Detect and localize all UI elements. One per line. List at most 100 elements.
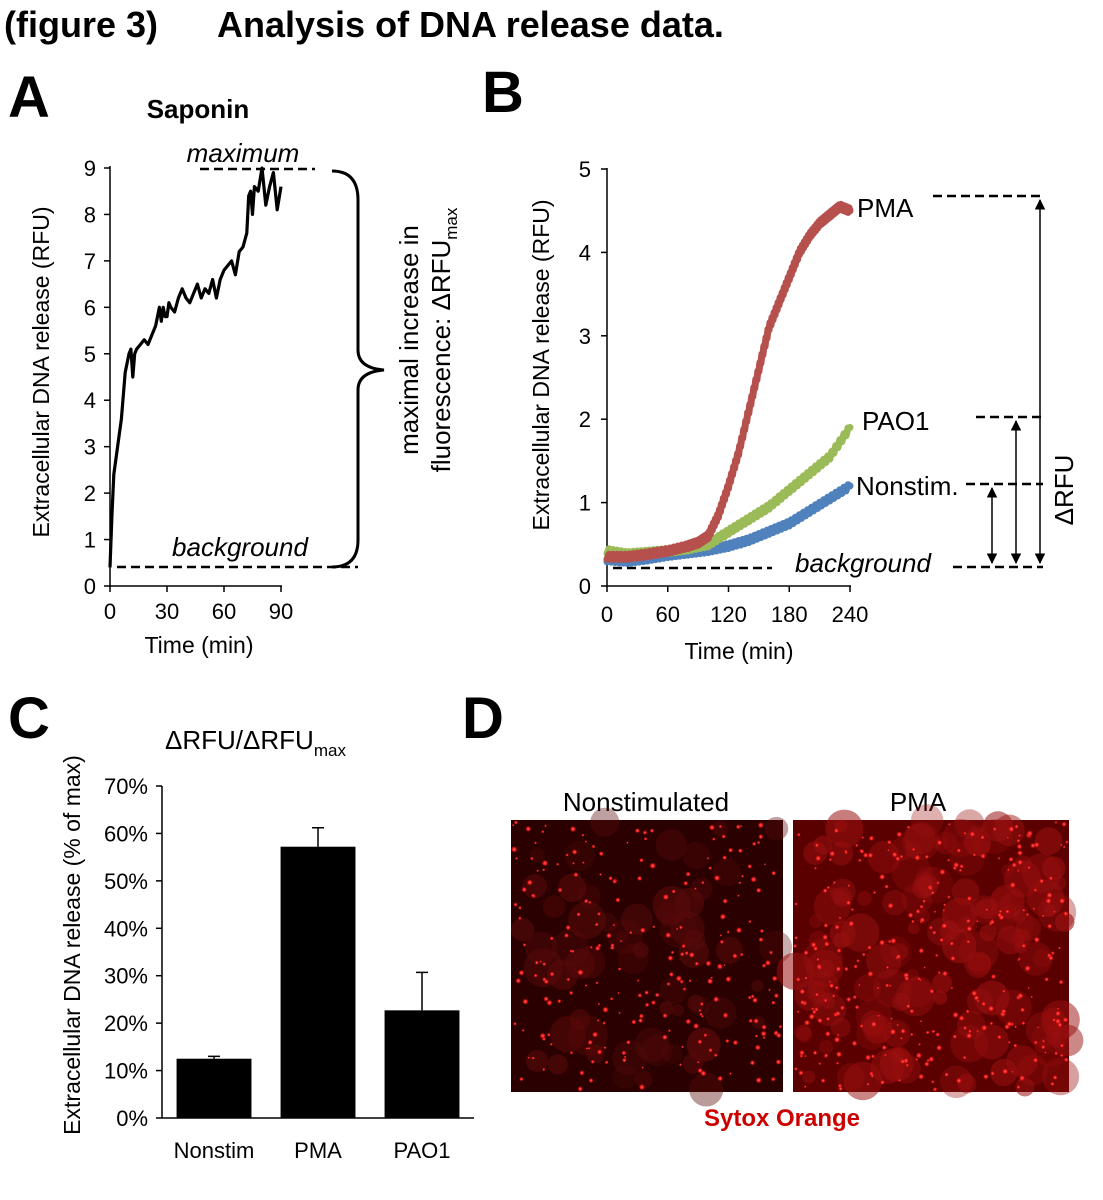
panel-d-right-cell — [1062, 1016, 1069, 1023]
panel-d-right-cell — [1011, 862, 1017, 868]
panel-d-left-cell — [530, 893, 536, 898]
panel-d-right-cell — [884, 983, 890, 988]
panel-d-right-cell — [1005, 909, 1010, 914]
panel-d-left-haze — [598, 913, 618, 932]
panel-d-left-haze — [612, 1040, 648, 1076]
panel-d-left-haze — [652, 886, 691, 925]
panel-d-left-cell — [666, 981, 671, 987]
panel-d-left-cell — [577, 1086, 584, 1092]
panel-d-right-cell — [887, 840, 892, 845]
panel-d-right-haze — [957, 1074, 977, 1094]
panel-d-left-cell — [652, 925, 656, 929]
panel-d-left-haze — [704, 997, 737, 1029]
panel-d-right-cell — [1050, 951, 1055, 956]
panel-d-left-cell — [696, 1060, 700, 1064]
panel-d-right-cell — [982, 1073, 989, 1080]
panel-d-left-cell — [748, 919, 752, 924]
panel-d-right-cell — [798, 1070, 804, 1076]
panel-d-left-cell — [719, 934, 723, 937]
panel-d-left-cell — [606, 932, 612, 939]
panel-d-left-haze — [661, 1043, 683, 1065]
panel-d-right-haze — [933, 831, 958, 855]
panel-d-right-cell — [854, 1004, 860, 1010]
panel-d-right-cell — [965, 1032, 973, 1040]
panel-d-right-cell — [1056, 1007, 1060, 1010]
panel-d-left-cell — [572, 861, 575, 865]
panel-b-ytick-label: 4 — [579, 240, 591, 265]
panel-d-left-cell — [576, 912, 581, 917]
panel-d-right-cell — [848, 920, 855, 927]
panel-d-right-cell — [1020, 1007, 1026, 1013]
panel-d-right-cell — [803, 1019, 811, 1026]
panel-d-right-cell — [823, 941, 830, 947]
panel-d-right-cell — [952, 1011, 959, 1019]
panel-d-left-cell — [521, 1028, 525, 1032]
panel-d-right-haze — [825, 809, 864, 848]
panel-d-right-cell — [799, 999, 806, 1006]
panel-d-right-haze — [942, 819, 980, 857]
panel-d-left-haze — [565, 948, 596, 979]
panel-d-left-cell — [679, 951, 685, 957]
panel-d-right-cell — [1050, 1081, 1055, 1087]
panel-d-left-haze — [590, 807, 620, 837]
panel-d-right-haze — [813, 887, 852, 926]
panel-d-right-cell — [1045, 897, 1052, 905]
panel-d-right-cell — [923, 1061, 930, 1067]
panel-d-right-haze — [1011, 929, 1030, 948]
panel-a-brace-line1: maximal increase in — [394, 225, 424, 455]
panel-d-right-cell — [795, 977, 801, 982]
panel-d-right-cell — [824, 1030, 831, 1037]
panel-d-left-haze — [551, 929, 590, 967]
panel-d-right-cell — [936, 881, 940, 885]
panel-d-left-cell — [662, 1013, 668, 1019]
panel-a-xtick-label: 30 — [155, 599, 179, 624]
panel-d-right-cell — [976, 1029, 979, 1033]
panel-d-right-cell — [928, 886, 933, 891]
panel-d-right-cell — [1017, 869, 1020, 872]
panel-d-right-cell — [835, 966, 842, 972]
panel-d-right-haze — [974, 1024, 1009, 1060]
panel-d-left-cell — [569, 1051, 574, 1055]
panel-d-right-cell — [1048, 955, 1054, 961]
panel-d-left-cell — [754, 1034, 759, 1038]
panel-d-right-cell — [1009, 881, 1016, 889]
panel-d-right-cell — [828, 980, 832, 984]
panel-d-left-cell — [726, 930, 730, 934]
panel-d-right-cell — [942, 909, 946, 912]
panel-d-right-cell — [955, 1077, 963, 1084]
panel-d-right-cell — [896, 1023, 899, 1027]
panel-d-right-cell — [935, 1032, 941, 1037]
panel-d-right-haze — [982, 811, 1014, 842]
panel-b-xtick-label: 240 — [832, 602, 869, 627]
panel-d-left-cell — [719, 913, 727, 920]
panel-d-right-cell — [987, 1005, 995, 1012]
panel-d-right-cell — [959, 863, 964, 869]
panel-d-left-haze — [671, 1003, 685, 1017]
panel-d-right-cell — [1038, 878, 1045, 884]
panel-d-left-cell — [621, 1057, 627, 1063]
panel-d-right-cell — [828, 857, 833, 862]
panel-d-right-cell — [931, 1080, 935, 1084]
panel-d-right-cell — [936, 1044, 943, 1052]
panel-d-left-haze — [655, 829, 687, 861]
panel-d-left-cell — [771, 975, 778, 982]
panel-d-right-haze — [830, 1017, 851, 1038]
panel-d-right-cell — [990, 973, 997, 980]
panel-d-right-cell — [793, 1067, 798, 1071]
panel-d-right-cell — [814, 992, 820, 997]
panel-d-left-cell — [773, 1030, 779, 1036]
panel-d-right-cell — [1062, 845, 1066, 849]
panel-d-left-haze — [607, 919, 643, 955]
panel-d-left-cell — [589, 945, 593, 949]
panel-d-left-cell — [534, 960, 539, 965]
panel-d-right-cell — [820, 1078, 826, 1084]
panel-d-right-cell — [980, 853, 986, 859]
panel-d-left-cell — [599, 873, 602, 876]
panel-c-ytick-label: 70% — [104, 774, 148, 799]
panel-d-left-cell — [644, 990, 650, 996]
panel-d-right-haze — [990, 884, 1025, 919]
panel-d-left-cell — [670, 950, 675, 955]
panel-d-left-cell — [756, 840, 761, 845]
panel-d-right-haze — [964, 951, 992, 979]
